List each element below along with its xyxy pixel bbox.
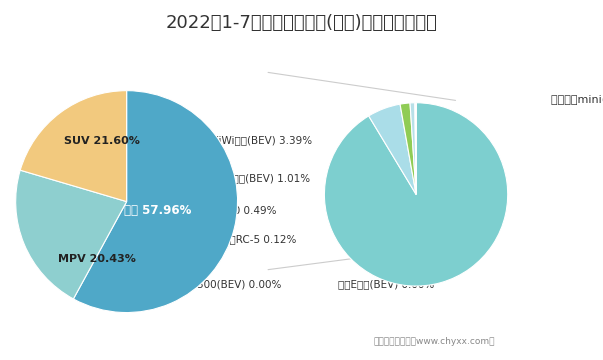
Text: 宝骏630 0.49%: 宝骏630 0.49%	[208, 206, 277, 216]
Wedge shape	[21, 91, 127, 202]
Wedge shape	[16, 170, 127, 299]
Wedge shape	[324, 103, 508, 286]
Wedge shape	[368, 104, 416, 194]
Text: 宝骏E300(BEV) 0.00%: 宝骏E300(BEV) 0.00%	[178, 279, 281, 289]
Text: SUV 21.60%: SUV 21.60%	[65, 136, 140, 145]
Text: 制图：智研咨询（www.chyxx.com）: 制图：智研咨询（www.chyxx.com）	[373, 337, 495, 346]
Wedge shape	[400, 103, 416, 194]
Text: MPV 20.43%: MPV 20.43%	[58, 254, 136, 264]
Text: 新宝骏RC-5 0.12%: 新宝骏RC-5 0.12%	[217, 234, 297, 244]
Wedge shape	[74, 91, 238, 312]
Text: 轿车 57.96%: 轿车 57.96%	[124, 204, 191, 217]
Text: 五菱Nano二厢(BEV) 1.01%: 五菱Nano二厢(BEV) 1.01%	[193, 173, 310, 183]
Text: 宝骏E系列(BEV) 0.00%: 宝骏E系列(BEV) 0.00%	[338, 279, 434, 289]
Text: 新宝骏KiWi二厢(BEV) 3.39%: 新宝骏KiWi二厢(BEV) 3.39%	[193, 135, 312, 145]
Text: 五菱宏光mini(BEV) 52.95%: 五菱宏光mini(BEV) 52.95%	[551, 94, 603, 104]
Text: 2022年1-7月上汽通用五菱(轿车)销量占比统计图: 2022年1-7月上汽通用五菱(轿车)销量占比统计图	[166, 14, 437, 32]
Wedge shape	[410, 103, 416, 194]
Wedge shape	[415, 103, 416, 194]
